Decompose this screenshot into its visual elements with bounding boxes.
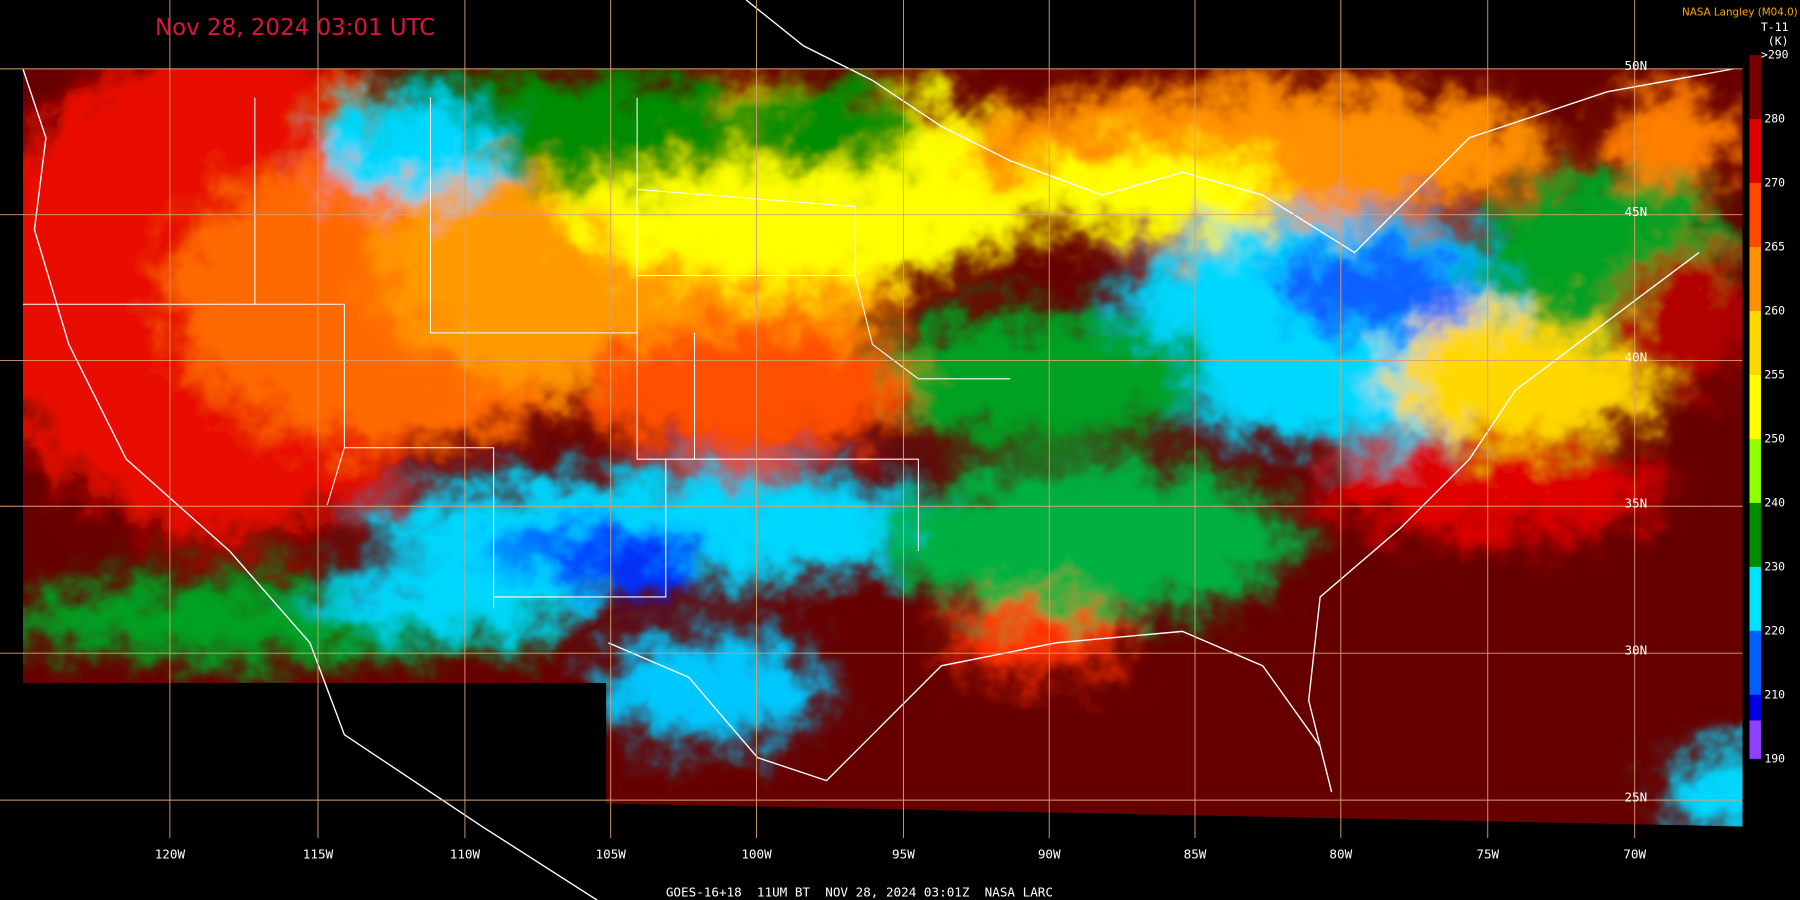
colorbar: >290 280 270 265 260 255 250 240 230 220 210 190 <box>1749 48 1789 765</box>
colorbar-label: 240 <box>1764 495 1785 509</box>
longitude-label: 100W <box>741 847 772 862</box>
colorbar-name: T-11 <box>1761 20 1789 34</box>
colorbar-segment <box>1749 247 1761 312</box>
longitude-label: 75W <box>1476 847 1499 862</box>
colorbar-segment <box>1749 119 1761 184</box>
colorbar-label: 230 <box>1764 559 1785 573</box>
latitude-label: 45N <box>1624 204 1647 219</box>
state-lines <box>22 97 1011 609</box>
colorbar-label: 265 <box>1764 240 1785 254</box>
imagery <box>22 68 1743 827</box>
longitude-label: 115W <box>303 847 334 862</box>
coastline <box>745 0 1734 254</box>
latitude-label: 35N <box>1624 495 1647 510</box>
colorbar-segment <box>1749 374 1761 440</box>
longitude-label: 85W <box>1184 847 1207 862</box>
coastline <box>608 252 1700 793</box>
coastline <box>22 68 598 900</box>
longitude-label: 95W <box>892 847 915 862</box>
colorbar-segment <box>1749 566 1761 632</box>
caption: GOES-16+18 11UM BT NOV 28, 2024 03:01Z N… <box>666 885 1053 900</box>
lat-lon-grid: 120W 115W 110W 105W 100W 95W 90W 85W 80W 75W 70W 50… <box>0 0 1743 862</box>
colorbar-label: 255 <box>1764 367 1785 381</box>
longitude-label: 70W <box>1623 847 1646 862</box>
colorbar-label: 270 <box>1764 176 1785 190</box>
colorbar-segment <box>1749 502 1761 568</box>
colorbar-segment <box>1749 55 1761 120</box>
longitude-label: 90W <box>1038 847 1061 862</box>
colorbar-segment <box>1749 310 1761 376</box>
colorbar-unit: (K) <box>1768 34 1789 48</box>
colorbar-segment <box>1749 720 1761 759</box>
colorbar-segment <box>1749 183 1761 248</box>
credit: NASA Langley (M04.0) <box>1682 7 1798 19</box>
longitude-label: 120W <box>155 847 186 862</box>
colorbar-segment <box>1749 630 1761 696</box>
longitude-label: 105W <box>596 847 627 862</box>
colorbar-label: 260 <box>1764 303 1785 317</box>
colorbar-label: 190 <box>1764 751 1785 765</box>
colorbar-label: 280 <box>1764 112 1785 126</box>
colorbar-label: >290 <box>1761 48 1789 62</box>
longitude-label: 110W <box>450 847 481 862</box>
longitude-label: 80W <box>1329 847 1352 862</box>
colorbar-label: 250 <box>1764 431 1785 445</box>
title: Nov 28, 2024 03:01 UTC <box>155 15 435 41</box>
latitude-label: 40N <box>1624 350 1647 365</box>
cloud-field <box>22 68 1743 827</box>
colorbar-label: 210 <box>1764 687 1785 701</box>
colorbar-segment <box>1749 438 1761 504</box>
latitude-label: 25N <box>1624 789 1647 804</box>
borders <box>22 0 1734 900</box>
latitude-label: 50N <box>1624 58 1647 73</box>
latitude-label: 30N <box>1624 642 1647 657</box>
colorbar-label: 220 <box>1764 623 1785 637</box>
